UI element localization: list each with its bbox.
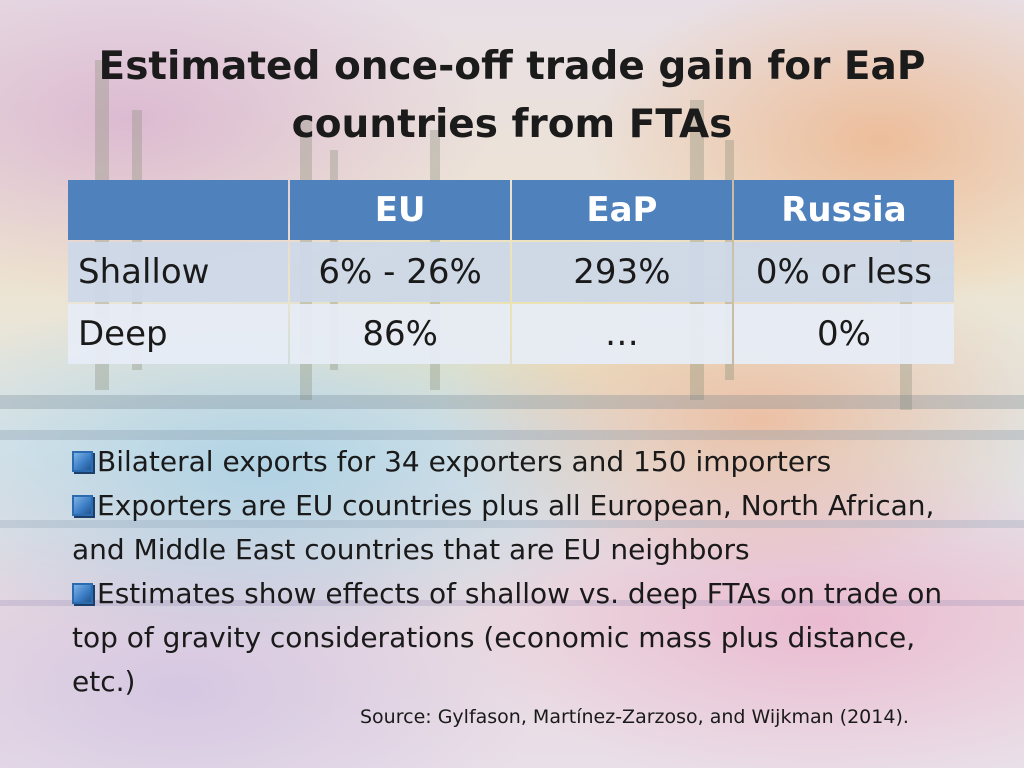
- bullet-text: Estimates show effects of shallow vs. de…: [72, 577, 943, 698]
- bullet-text: Exporters are EU countries plus all Euro…: [72, 489, 935, 566]
- trade-gain-table: EU EaP Russia Shallow 6% - 26% 293% 0% o…: [66, 178, 956, 366]
- bullet-text: Bilateral exports for 34 exporters and 1…: [97, 445, 832, 478]
- table-header-row: EU EaP Russia: [68, 180, 954, 240]
- bullet-item: Bilateral exports for 34 exporters and 1…: [72, 440, 972, 484]
- slide-title: Estimated once-off trade gain for EaP co…: [98, 44, 926, 147]
- cell-shallow-eap: 293%: [511, 242, 732, 302]
- header-eap: EaP: [511, 180, 732, 240]
- cell-deep-russia: 0%: [733, 304, 954, 364]
- bullet-item: Estimates show effects of shallow vs. de…: [72, 572, 972, 704]
- header-eu: EU: [290, 180, 510, 240]
- source-citation: Source: Gylfason, Martínez-Zarzoso, and …: [360, 706, 909, 728]
- table-row-shallow: Shallow 6% - 26% 293% 0% or less: [68, 242, 954, 302]
- checkbox-icon: [72, 583, 93, 604]
- checkbox-icon: [72, 495, 93, 516]
- bullet-list: Bilateral exports for 34 exporters and 1…: [72, 440, 972, 704]
- header-russia: Russia: [733, 180, 954, 240]
- row-label-shallow: Shallow: [68, 242, 289, 302]
- cell-shallow-eu: 6% - 26%: [290, 242, 510, 302]
- row-label-deep: Deep: [68, 304, 289, 364]
- table-row-deep: Deep 86% … 0%: [68, 304, 954, 364]
- cell-deep-eu: 86%: [290, 304, 510, 364]
- header-corner-cell: [68, 180, 289, 240]
- cell-shallow-russia: 0% or less: [733, 242, 954, 302]
- checkbox-icon: [72, 451, 93, 472]
- bullet-item: Exporters are EU countries plus all Euro…: [72, 484, 972, 572]
- cell-deep-eap: …: [511, 304, 732, 364]
